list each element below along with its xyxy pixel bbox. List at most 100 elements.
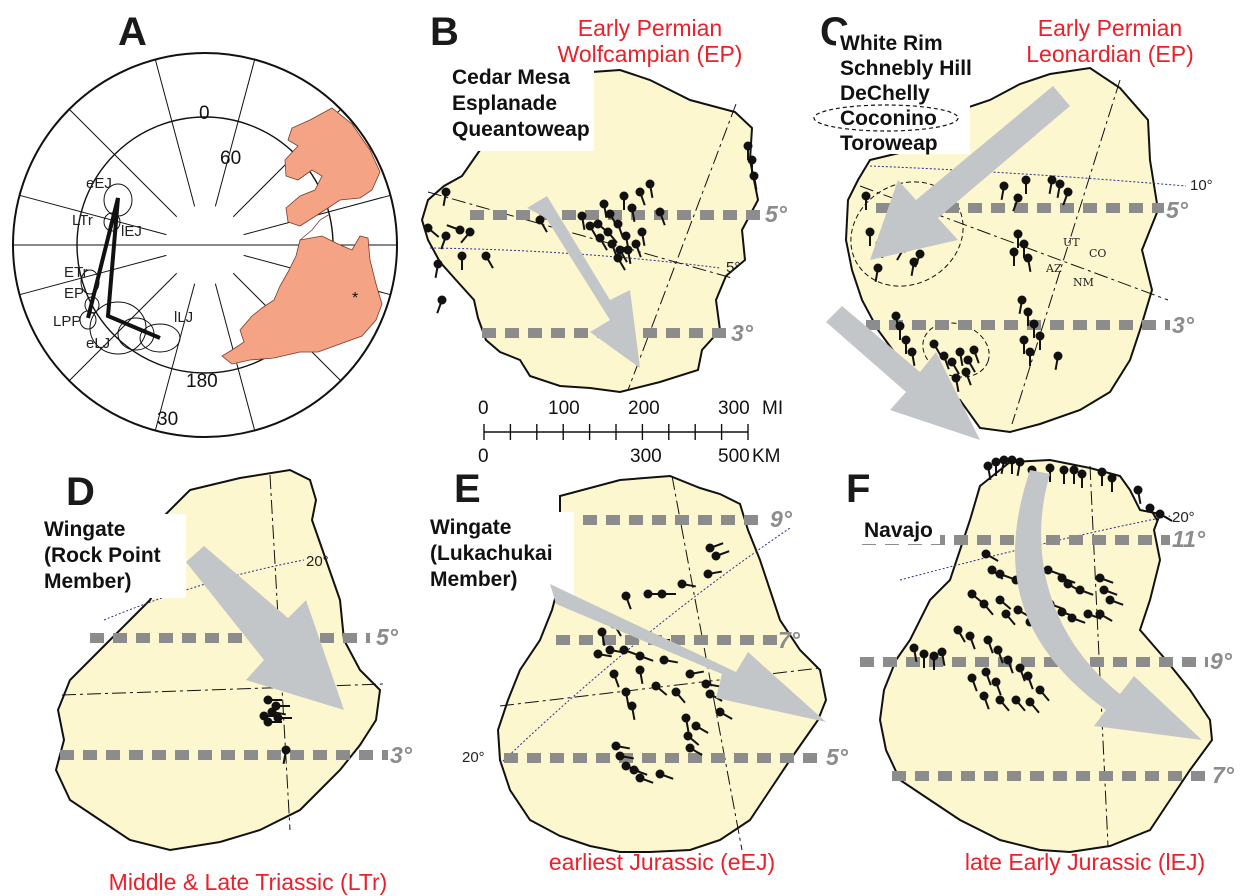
wind-indicator-dot bbox=[441, 187, 451, 197]
scale-km-500: 500 bbox=[718, 446, 750, 467]
wind-indicator-dot bbox=[1057, 573, 1067, 583]
wind-indicator-dot bbox=[671, 687, 681, 697]
wind-indicator-dot bbox=[635, 773, 645, 783]
wind-indicator-dot bbox=[643, 589, 653, 599]
wind-indicator-dot bbox=[441, 231, 451, 241]
formation-b-2: Esplanade bbox=[452, 92, 557, 115]
dotted-isoline-d bbox=[103, 559, 305, 621]
polar-radial-line bbox=[154, 283, 196, 431]
panel-d-title: Middle & Late Triassic (LTr) bbox=[109, 869, 388, 895]
formation-e-2: (Lukachukai bbox=[430, 542, 553, 565]
formation-box-b bbox=[444, 63, 594, 151]
formation-box-f bbox=[860, 514, 940, 544]
wind-indicator-dot bbox=[891, 311, 901, 321]
formation-d-2: (Rock Point bbox=[44, 544, 161, 567]
wind-indicator-dot bbox=[457, 251, 467, 261]
label-eej: eEJ bbox=[86, 175, 112, 192]
state-line-e-vertical bbox=[671, 475, 743, 851]
wind-arrow-c-lower bbox=[826, 306, 980, 440]
wind-indicator-dot bbox=[1155, 509, 1165, 519]
dotted-isoline-f bbox=[899, 515, 1171, 581]
wind-indicator-dot bbox=[535, 215, 545, 225]
wind-indicator-dot bbox=[263, 695, 273, 705]
panel-a: A * eEJ LTr lEJ ETr EP LPP eLJ lLJ 0 60 … bbox=[12, 10, 398, 438]
wind-indicator-dot bbox=[1095, 573, 1105, 583]
wind-arrow-e bbox=[550, 584, 826, 722]
wind-indicator-dot bbox=[967, 673, 977, 683]
wind-indicator-dot bbox=[627, 203, 637, 213]
panel-c-title-2: Leonardian (EP) bbox=[1026, 41, 1194, 67]
wind-indicator-dot bbox=[621, 761, 631, 771]
label-0deg: 0 bbox=[199, 103, 210, 124]
lat-label-e-upper: 9° bbox=[770, 506, 793, 532]
label-elj: eLJ bbox=[86, 335, 110, 352]
dotted-label-e: 20° bbox=[462, 749, 485, 766]
panel-f-title: late Early Jurassic (lEJ) bbox=[965, 849, 1205, 875]
wind-indicator-dot bbox=[645, 179, 655, 189]
coconino-cluster-outline-2 bbox=[922, 322, 990, 378]
wind-indicator-dot bbox=[703, 569, 713, 579]
wind-indicator-dot bbox=[655, 769, 665, 779]
wind-indicator-dot bbox=[273, 713, 283, 723]
wind-indicator-dot bbox=[619, 645, 629, 655]
wind-indicator-dot bbox=[1001, 609, 1011, 619]
wind-indicator-dot bbox=[685, 669, 695, 679]
panel-d-letter: D bbox=[66, 470, 95, 514]
scale-bar: 0 100 200 300 MI 0 300 500 KM bbox=[478, 398, 783, 467]
wind-indicator-dot bbox=[939, 351, 949, 361]
lat-label-f-upper: 11° bbox=[1172, 526, 1206, 552]
wind-indicator-dot bbox=[1055, 179, 1065, 189]
map-outline-f bbox=[878, 458, 1214, 854]
scale-km-unit: KM bbox=[752, 446, 781, 467]
wind-arrow-c bbox=[870, 86, 1070, 260]
wind-indicator-dot bbox=[1067, 613, 1077, 623]
label-llj: lLJ bbox=[174, 309, 193, 326]
lat-label-d-upper: 5° bbox=[376, 624, 399, 650]
wind-arrow-d bbox=[186, 546, 344, 710]
wind-indicator-dot bbox=[423, 223, 433, 233]
wind-indicator-dot bbox=[967, 589, 977, 599]
label-lpp: LPP bbox=[53, 313, 81, 330]
wind-indicator-dot bbox=[629, 765, 639, 775]
wind-indicator-dot bbox=[615, 751, 625, 761]
wind-indicator-dot bbox=[705, 543, 715, 553]
panel-e-title: earliest Jurassic (eEJ) bbox=[549, 849, 775, 875]
wind-indicator-dot bbox=[1013, 605, 1023, 615]
wind-arrow-f bbox=[1014, 470, 1202, 740]
wind-indicator-dot bbox=[999, 181, 1009, 191]
wind-indicator-dot bbox=[947, 357, 957, 367]
wind-indicator-dot bbox=[951, 373, 961, 383]
wind-indicator-dot bbox=[609, 669, 619, 679]
dotted-isoline-b bbox=[429, 247, 721, 269]
state-co: CO bbox=[1089, 247, 1106, 260]
scale-mi-200: 200 bbox=[628, 398, 660, 419]
lat-label-e-lower: 5° bbox=[826, 744, 849, 770]
wind-indicator-dot bbox=[433, 259, 443, 269]
scale-mi-100: 100 bbox=[548, 398, 580, 419]
wind-indicator-dot bbox=[1097, 467, 1107, 477]
wind-indicator-dot bbox=[1023, 671, 1033, 681]
wind-indicator-dot bbox=[1145, 503, 1155, 513]
lat-label-b-upper: 5° bbox=[765, 201, 788, 227]
panel-c: C Early Permian Leonardian (EP) 10° UT C… bbox=[813, 10, 1213, 440]
wind-indicator-dot bbox=[701, 679, 711, 689]
polar-radial-line bbox=[19, 194, 167, 236]
wind-indicator-dot bbox=[963, 355, 973, 365]
wind-indicator-dot bbox=[1095, 609, 1105, 619]
wind-indicator-dot bbox=[873, 263, 883, 273]
wind-indicator-dot bbox=[1059, 465, 1069, 475]
wind-indicator-dot bbox=[635, 651, 645, 661]
wind-indicator-dot bbox=[605, 209, 615, 219]
wind-indicator-dot bbox=[1009, 247, 1019, 257]
polar-radial-line bbox=[68, 272, 178, 382]
wind-indicator-dot bbox=[861, 191, 871, 201]
wind-indicator-dot bbox=[1053, 351, 1063, 361]
wind-indicator-dot bbox=[1007, 455, 1017, 465]
scale-km-300: 300 bbox=[630, 446, 662, 467]
polar-radial-line bbox=[154, 59, 196, 207]
formation-f: Navajo bbox=[864, 519, 933, 542]
wind-indicator-dot bbox=[1013, 193, 1023, 203]
wind-indicator-dot bbox=[969, 345, 979, 355]
wind-indicator-dot bbox=[1025, 697, 1035, 707]
wind-indicator-dot bbox=[1017, 295, 1027, 305]
